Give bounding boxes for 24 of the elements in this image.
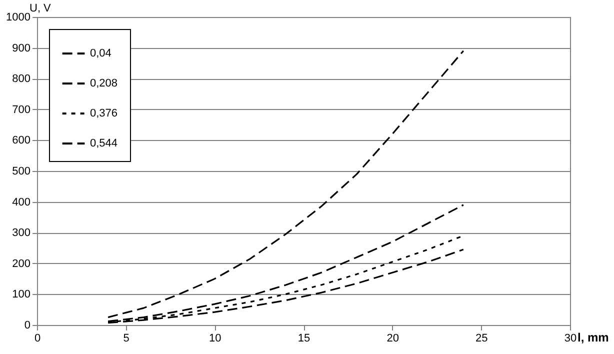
x-tick-label: 25 — [476, 332, 488, 344]
legend-label: 0,208 — [90, 78, 118, 90]
x-tick-label: 30 — [564, 332, 577, 344]
x-tick-label: 0 — [34, 332, 41, 344]
y-tick-label: 0 — [24, 320, 30, 332]
y-tick-label: 400 — [12, 196, 30, 208]
legend-label: 0,544 — [90, 138, 118, 150]
x-tick-label: 20 — [386, 332, 399, 344]
y-tick-label: 900 — [12, 42, 30, 54]
legend-label: 0,04 — [90, 48, 112, 60]
legend-label: 0,376 — [90, 108, 118, 120]
y-tick-label: 500 — [12, 166, 30, 178]
y-tick-label: 200 — [12, 258, 30, 270]
x-tick-label: 10 — [209, 332, 222, 344]
y-tick-label: 800 — [12, 73, 30, 86]
y-axis-title: U, V — [30, 2, 52, 14]
y-tick-label: 1000 — [6, 12, 30, 24]
x-axis-title: l, mm — [578, 330, 609, 344]
x-tick-label: 5 — [123, 332, 130, 344]
y-tick-label: 100 — [12, 288, 30, 301]
y-tick-label: 300 — [12, 227, 30, 240]
x-tick-label: 15 — [298, 332, 310, 344]
y-tick-label: 600 — [12, 134, 30, 147]
y-tick-label: 700 — [12, 104, 30, 116]
